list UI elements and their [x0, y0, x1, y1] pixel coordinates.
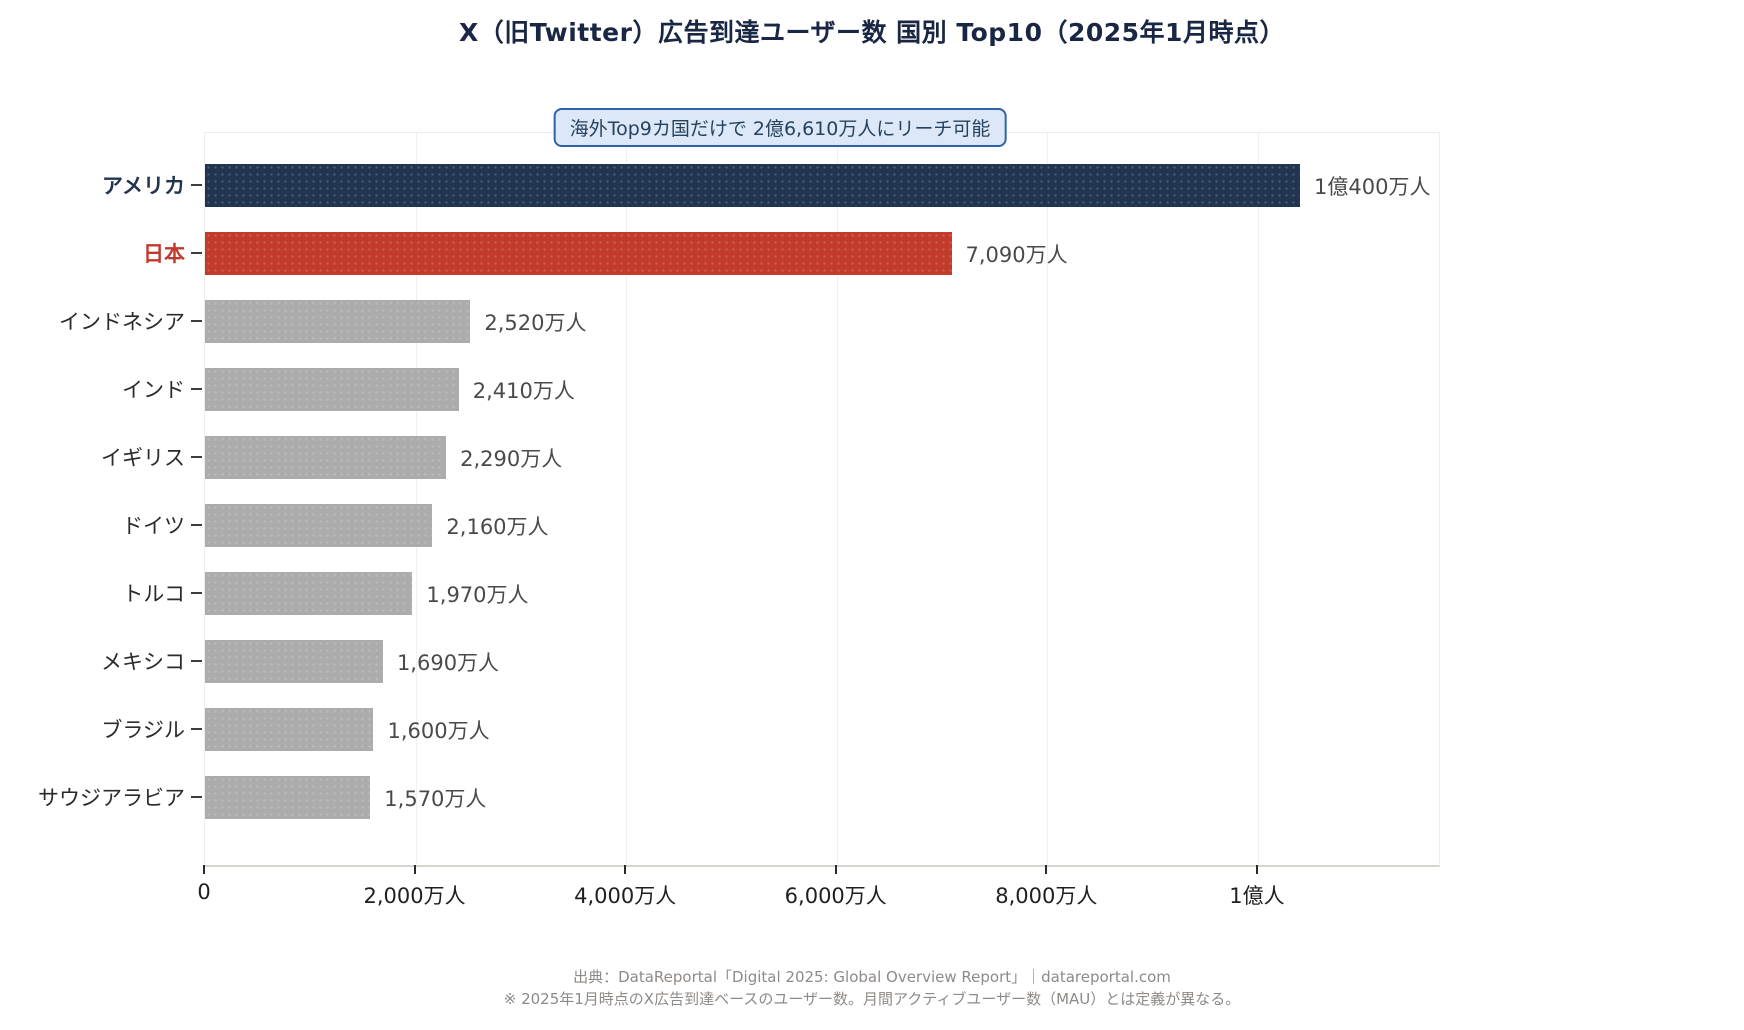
x-tick-mark: [624, 865, 627, 874]
x-tick-mark: [834, 865, 837, 874]
y-axis-label: インド: [122, 377, 185, 402]
y-tick-mark: [191, 455, 202, 458]
source-text: 出典：DataReportal「Digital 2025: Global Ove…: [573, 968, 1171, 986]
x-tick-label: 0: [197, 880, 211, 904]
chart-title: X（旧Twitter）広告到達ユーザー数 国別 Top10（2025年1月時点）: [459, 18, 1285, 47]
y-tick-mark: [191, 591, 202, 594]
bar-8: [205, 640, 383, 683]
bar-5: [205, 436, 447, 479]
x-tick-label: 6,000万人: [784, 884, 887, 908]
x-tick-mark: [1255, 865, 1258, 874]
y-axis-row: イギリス: [0, 435, 202, 478]
value-label: 7,090万人: [965, 242, 1068, 267]
gridline: [1047, 133, 1049, 865]
x-tick-label: 1億人: [1229, 884, 1285, 908]
y-axis-row: 日本: [0, 231, 202, 274]
y-axis-row: サウジアラビア: [0, 775, 202, 818]
bar-9: [205, 708, 374, 751]
y-tick-mark: [191, 319, 202, 322]
bar-1: [205, 164, 1301, 207]
bar-10: [205, 776, 371, 819]
x-tick-label: 4,000万人: [574, 884, 677, 908]
value-label: 2,520万人: [484, 310, 587, 335]
bar-3: [205, 300, 471, 343]
footer: 出典：DataReportal「Digital 2025: Global Ove…: [0, 967, 1744, 1011]
y-axis-row: ブラジル: [0, 707, 202, 750]
value-label: 1億400万人: [1314, 174, 1431, 199]
value-label: 2,160万人: [446, 514, 549, 539]
x-tick-mark: [413, 865, 416, 874]
value-label: 1,570万人: [384, 786, 487, 811]
y-axis-row: メキシコ: [0, 639, 202, 682]
y-axis-labels: アメリカ日本インドネシアインドイギリスドイツトルコメキシコブラジルサウジアラビア: [0, 132, 202, 864]
y-axis-label: ドイツ: [122, 513, 185, 538]
x-tick-label: 2,000万人: [363, 884, 466, 908]
note-text: ※ 2025年1月時点のX広告到達ベースのユーザー数。月間アクティブユーザー数（…: [503, 989, 1241, 1008]
y-tick-mark: [191, 659, 202, 662]
x-tick-mark: [1045, 865, 1048, 874]
plot-area: 海外Top9カ国だけで 2億6,610万人にリーチ可能 1億400万人 7,090…: [204, 108, 1440, 867]
y-tick-mark: [191, 795, 202, 798]
x-axis: 0 2,000万人 4,000万人 6,000万人 8,000万人 1億人: [197, 864, 1438, 924]
bar-6: [205, 504, 433, 547]
bar-4: [205, 368, 459, 411]
y-axis-row: インドネシア: [0, 299, 202, 342]
y-tick-mark: [191, 387, 202, 390]
value-label: 2,290万人: [460, 446, 563, 471]
value-label: 1,600万人: [387, 718, 490, 743]
bar-2: [205, 232, 952, 275]
y-axis-row: ドイツ: [0, 503, 202, 546]
y-axis-label: 日本: [143, 241, 185, 266]
value-label: 1,690万人: [396, 650, 500, 675]
y-axis-label: イギリス: [101, 445, 185, 470]
x-tick-mark: [203, 865, 205, 874]
y-tick-mark: [191, 251, 202, 254]
gridline: [626, 133, 628, 865]
value-label: 2,410万人: [472, 378, 575, 403]
y-tick-mark: [191, 727, 202, 730]
y-axis-row: アメリカ: [0, 163, 202, 206]
y-axis-label: ブラジル: [101, 717, 185, 742]
y-axis-row: インド: [0, 367, 202, 410]
x-tick-label: 8,000万人: [995, 884, 1098, 908]
y-axis-label: インドネシア: [59, 309, 185, 334]
y-axis-label: サウジアラビア: [38, 785, 185, 810]
annotation-callout: 海外Top9カ国だけで 2億6,610万人にリーチ可能: [553, 108, 1007, 147]
y-axis-label: メキシコ: [101, 649, 185, 674]
value-label: 1,970万人: [426, 582, 529, 607]
bar-7: [205, 572, 413, 615]
y-axis-label: トルコ: [122, 581, 185, 606]
y-axis-label: アメリカ: [102, 173, 185, 198]
gridline: [415, 133, 417, 865]
gridline: [836, 133, 838, 865]
y-tick-mark: [191, 183, 202, 186]
y-tick-mark: [191, 523, 202, 526]
y-axis-row: トルコ: [0, 571, 202, 614]
gridline: [1257, 133, 1259, 865]
